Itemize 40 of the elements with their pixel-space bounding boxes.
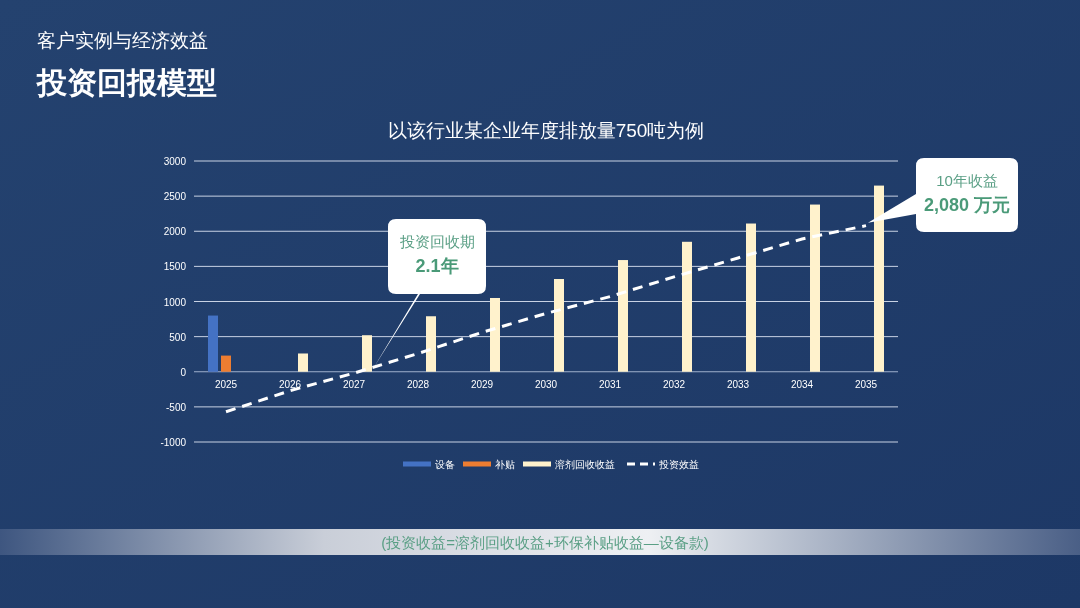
bar: [554, 279, 564, 372]
bar: [874, 185, 884, 372]
bar: [298, 353, 308, 372]
x-tick-label: 2028: [406, 378, 430, 390]
legend-label: 溶剂回收收益: [555, 459, 615, 470]
bar: [810, 204, 820, 372]
x-tick-label: 2029: [470, 378, 494, 390]
bar: [490, 297, 500, 372]
bar: [682, 241, 692, 372]
legend-label: 投资效益: [658, 459, 699, 470]
x-tick-label: 2025: [214, 378, 238, 390]
y-tick-label: 0: [180, 366, 187, 378]
x-tick-label: 2031: [598, 378, 622, 390]
y-tick-label: 500: [169, 331, 187, 343]
bar: [746, 223, 756, 372]
y-tick-label: 2500: [163, 191, 187, 203]
text: 客户实例与经济效益: [37, 30, 208, 51]
chart-title: 投资回报模型: [36, 66, 217, 99]
y-tick-label: -500: [165, 401, 187, 413]
text: (投资收益=溶剂回收收益+环保补贴收益—设备款): [381, 534, 709, 551]
x-tick-label: 2033: [726, 378, 750, 390]
x-tick-label: 2034: [790, 378, 814, 390]
bar: [618, 260, 628, 372]
x-tick-label: 2027: [342, 378, 366, 390]
legend-label: 补贴: [495, 459, 515, 470]
y-tick-label: 1500: [163, 261, 187, 273]
chart-subtitle: 以该行业某企业年度排放量750吨为例: [387, 120, 705, 141]
x-tick-label: 2030: [534, 378, 558, 390]
annotation: 投资回收期 2.1年: [398, 233, 475, 276]
x-tick-label: 2035: [854, 378, 878, 390]
bar: [426, 316, 436, 372]
y-tick-label: 3000: [163, 156, 187, 167]
y-tick-label: 1000: [163, 296, 187, 308]
y-tick-label: 2000: [163, 226, 187, 238]
x-tick-label: 2026: [278, 378, 302, 390]
bar: [362, 335, 372, 372]
text: 10年收益 2,080 万元: [923, 172, 1011, 215]
legend-label: 设备: [435, 459, 455, 470]
y-tick-label: -1000: [160, 437, 187, 448]
x-tick-label: 2032: [662, 378, 686, 390]
